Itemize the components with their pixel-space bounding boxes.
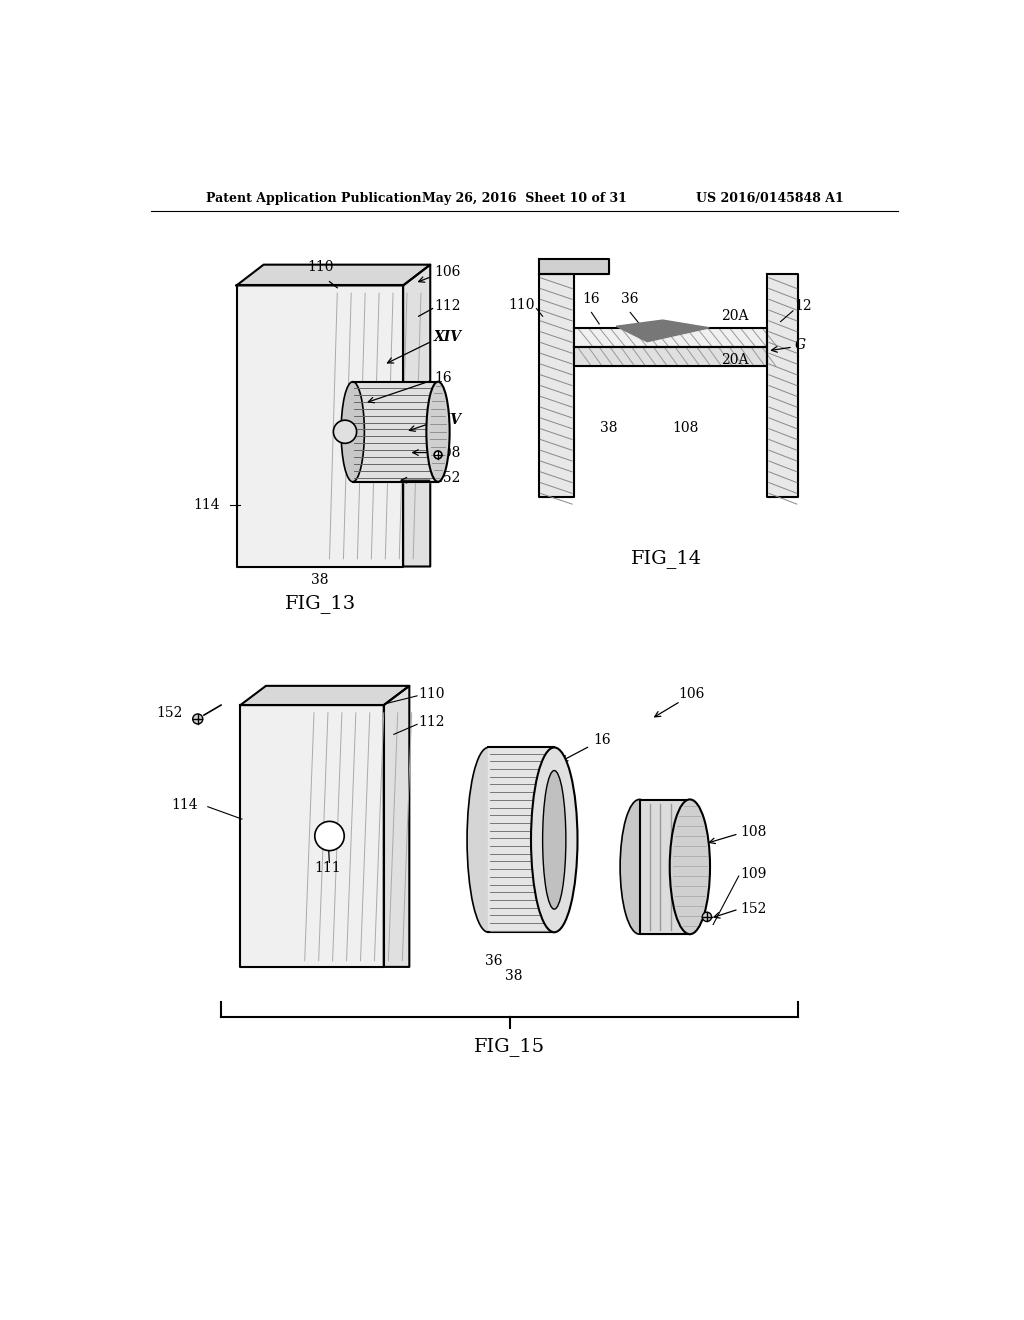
Text: 106: 106 [678,686,705,701]
Text: 109: 109 [740,867,767,882]
Ellipse shape [621,800,658,935]
Ellipse shape [467,747,510,932]
Polygon shape [640,800,690,933]
Text: US 2016/0145848 A1: US 2016/0145848 A1 [696,191,844,205]
Ellipse shape [314,821,344,850]
Text: 152: 152 [740,902,767,916]
Text: 36: 36 [622,292,639,306]
Text: FIG_15: FIG_15 [474,1036,545,1056]
Text: 16: 16 [583,292,600,306]
Polygon shape [241,686,410,705]
Text: 152: 152 [156,706,182,719]
Polygon shape [616,321,710,342]
Text: 152: 152 [434,471,461,484]
Polygon shape [539,259,608,275]
Text: 110: 110 [419,686,445,701]
Polygon shape [352,381,438,482]
Polygon shape [539,275,573,498]
Text: 108: 108 [434,446,461,459]
Text: 38: 38 [600,421,617,434]
Text: XIV: XIV [434,330,462,345]
Polygon shape [241,705,384,966]
Ellipse shape [341,381,365,482]
Text: May 26, 2016  Sheet 10 of 31: May 26, 2016 Sheet 10 of 31 [422,191,628,205]
Ellipse shape [702,912,712,921]
Text: 12: 12 [795,300,812,313]
Text: FIG_13: FIG_13 [285,594,355,612]
Polygon shape [488,747,554,932]
Text: FIG_14: FIG_14 [631,549,702,569]
Text: 16: 16 [434,371,452,385]
Polygon shape [237,264,430,285]
Text: 36: 36 [485,954,503,968]
Text: 16: 16 [562,733,610,760]
Text: 110: 110 [307,260,334,275]
Text: G: G [795,338,806,351]
Ellipse shape [434,451,442,459]
Text: 111: 111 [314,862,341,875]
Text: 108: 108 [740,825,767,840]
Polygon shape [573,327,767,347]
Ellipse shape [543,771,566,909]
Polygon shape [573,347,767,367]
Text: 106: 106 [434,265,461,280]
Ellipse shape [426,381,450,482]
Text: 20A: 20A [721,354,749,367]
Text: XIV: XIV [434,413,462,428]
Ellipse shape [670,800,710,935]
Text: 110: 110 [508,298,535,312]
Ellipse shape [531,747,578,932]
Text: 114: 114 [171,799,198,812]
Text: Patent Application Publication: Patent Application Publication [206,191,421,205]
Text: 114: 114 [193,498,219,512]
Text: 38: 38 [505,969,522,983]
Ellipse shape [193,714,203,723]
Text: 112: 112 [419,715,445,729]
Text: 20A: 20A [721,309,749,323]
Polygon shape [384,686,410,966]
Polygon shape [237,285,403,566]
Polygon shape [403,264,430,566]
Text: 38: 38 [311,573,329,587]
Text: 108: 108 [673,421,699,434]
Polygon shape [767,275,799,498]
Text: 112: 112 [434,300,461,313]
Ellipse shape [334,420,356,444]
